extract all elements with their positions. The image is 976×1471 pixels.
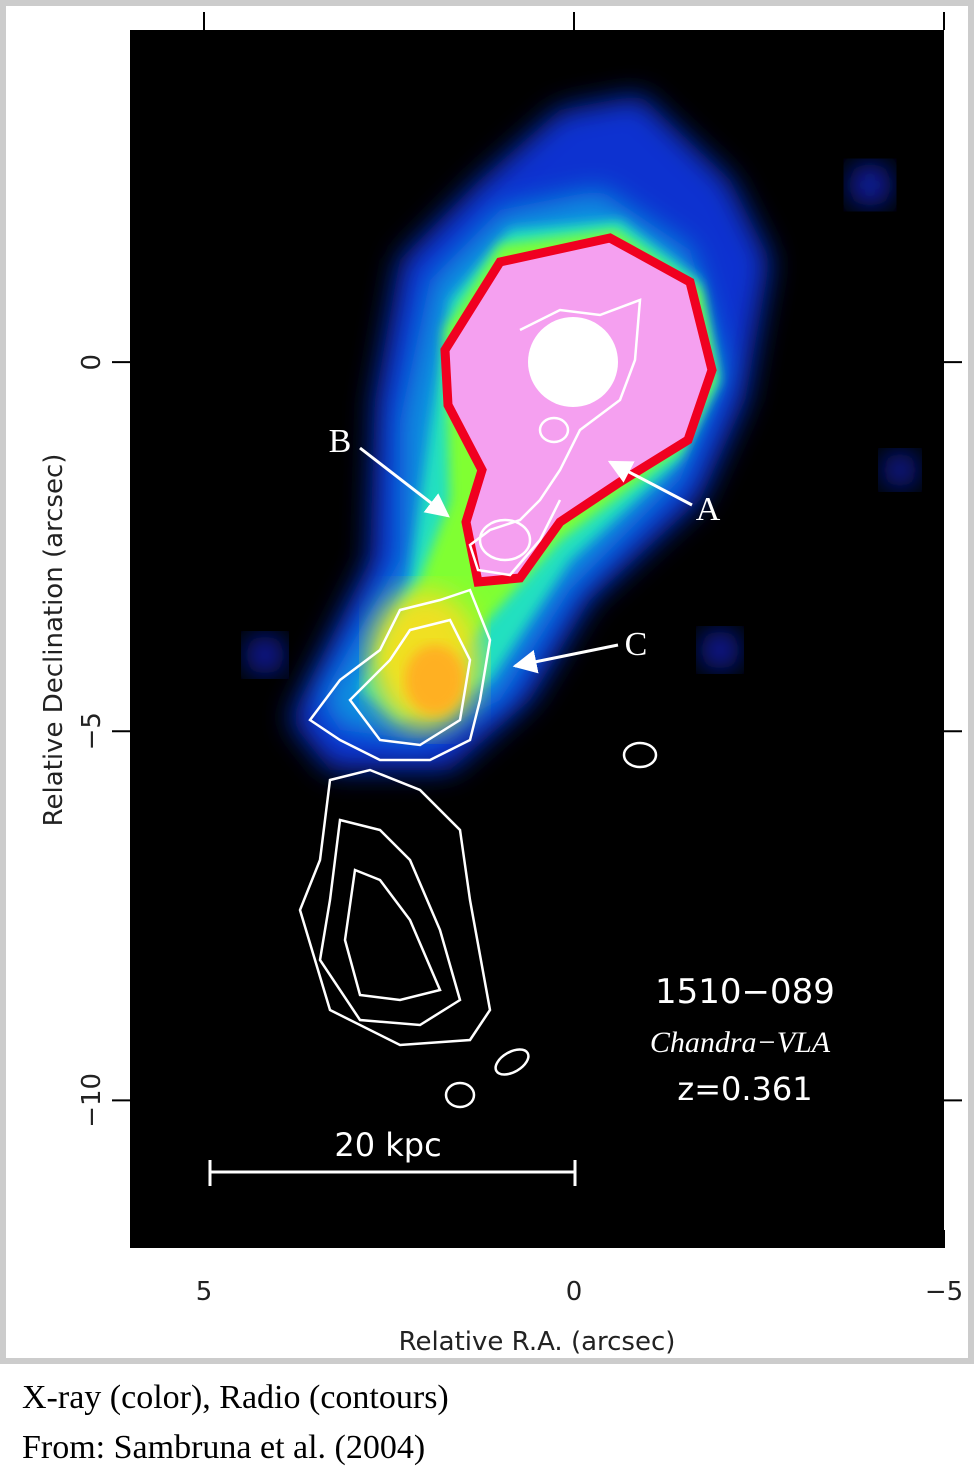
redshift: z=0.361	[677, 1070, 812, 1108]
x-axis-label: Relative R.A. (arcsec)	[399, 1327, 676, 1357]
x-tick-label: −5	[925, 1277, 963, 1307]
arrows	[359, 446, 693, 674]
caption-line: From: Sambruna et al. (2004)	[22, 1429, 425, 1466]
annotation: C	[625, 626, 648, 663]
x-tick-label: 5	[196, 1277, 213, 1307]
annotation: A	[696, 491, 721, 528]
source-name: 1510−089	[655, 972, 835, 1012]
caption-line: X-ray (color), Radio (contours)	[22, 1379, 449, 1416]
y-axis-label: Relative Declination (arcsec)	[39, 454, 69, 827]
y-tick-label: −10	[77, 1073, 107, 1128]
annotation: B	[329, 423, 352, 460]
instrument: Chandra−VLA	[650, 1026, 831, 1059]
y-tick-label: −5	[77, 712, 107, 750]
scale-label: 20 kpc	[334, 1126, 441, 1164]
x-tick-label: 0	[566, 1277, 583, 1307]
radio-contours	[298, 298, 658, 1109]
y-tick-label: 0	[77, 354, 107, 371]
xray-image	[245, 95, 918, 770]
